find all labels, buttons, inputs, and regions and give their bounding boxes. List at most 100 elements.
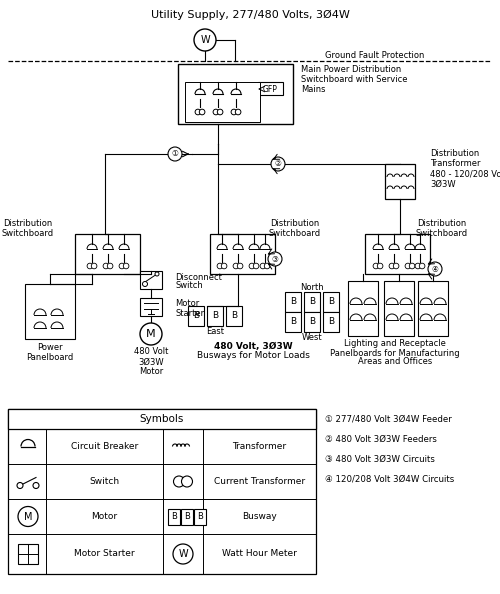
Bar	[304, 292, 320, 312]
Circle shape	[92, 263, 97, 269]
Circle shape	[87, 263, 92, 269]
Text: B: B	[231, 311, 237, 321]
Text: M: M	[24, 511, 32, 522]
Circle shape	[119, 263, 124, 269]
Circle shape	[271, 157, 285, 171]
Circle shape	[173, 544, 193, 564]
Text: Areas and Offices: Areas and Offices	[358, 358, 432, 366]
Circle shape	[124, 263, 129, 269]
Text: Busway: Busway	[242, 512, 277, 521]
Circle shape	[249, 263, 254, 269]
Circle shape	[194, 29, 216, 51]
Text: Switchboard: Switchboard	[2, 229, 54, 239]
Text: Busways for Motor Loads: Busways for Motor Loads	[196, 352, 310, 361]
Circle shape	[182, 476, 192, 487]
Text: North: North	[300, 283, 324, 292]
Text: B: B	[328, 298, 334, 307]
Text: Mains: Mains	[301, 86, 326, 94]
Text: Transformer: Transformer	[430, 160, 480, 169]
Circle shape	[217, 263, 222, 269]
Bar	[384, 281, 414, 336]
Circle shape	[233, 263, 238, 269]
Circle shape	[389, 263, 394, 269]
Text: East: East	[206, 327, 224, 336]
Text: Panelboards for Manufacturing: Panelboards for Manufacturing	[330, 349, 460, 358]
Circle shape	[33, 482, 39, 488]
Bar	[18, 544, 38, 564]
Circle shape	[410, 263, 415, 269]
Bar	[285, 312, 301, 332]
Text: Motor: Motor	[92, 512, 118, 521]
Circle shape	[236, 109, 241, 115]
Bar	[140, 271, 162, 289]
Bar	[210, 234, 275, 274]
Circle shape	[394, 263, 399, 269]
Bar	[226, 306, 242, 326]
Bar	[207, 306, 223, 326]
Circle shape	[200, 109, 205, 115]
Text: W: W	[200, 35, 210, 45]
Circle shape	[218, 109, 223, 115]
Circle shape	[168, 147, 182, 161]
Circle shape	[142, 282, 148, 286]
Text: West: West	[302, 333, 322, 343]
Bar	[168, 508, 180, 525]
Bar	[194, 508, 206, 525]
Bar	[188, 306, 204, 326]
Circle shape	[18, 507, 38, 526]
Bar	[304, 312, 320, 332]
Text: B: B	[328, 318, 334, 327]
Text: 480 Volt: 480 Volt	[134, 347, 168, 356]
Text: Current Transformer: Current Transformer	[214, 477, 305, 486]
Circle shape	[195, 109, 200, 115]
Text: W: W	[178, 549, 188, 559]
Bar	[418, 281, 448, 336]
Bar	[178, 64, 293, 124]
Bar	[285, 292, 301, 312]
Circle shape	[222, 263, 227, 269]
Text: Distribution: Distribution	[270, 220, 320, 229]
Text: Switchboard with Service: Switchboard with Service	[301, 75, 408, 84]
Text: Lighting and Receptacle: Lighting and Receptacle	[344, 340, 446, 349]
Circle shape	[405, 263, 410, 269]
Text: Transformer: Transformer	[232, 442, 286, 451]
Bar	[181, 508, 193, 525]
Bar	[140, 298, 162, 316]
Circle shape	[108, 263, 113, 269]
Circle shape	[238, 263, 243, 269]
Text: Power: Power	[37, 343, 63, 352]
Circle shape	[420, 263, 425, 269]
Bar	[25, 284, 75, 339]
Text: Circuit Breaker: Circuit Breaker	[71, 442, 138, 451]
Bar	[365, 234, 430, 274]
Bar	[385, 164, 415, 199]
Circle shape	[213, 109, 218, 115]
Text: B: B	[212, 311, 218, 321]
Text: Symbols: Symbols	[140, 414, 184, 424]
Circle shape	[373, 263, 378, 269]
Text: B: B	[184, 512, 190, 521]
Text: 3Ø3W: 3Ø3W	[430, 179, 456, 188]
Bar	[185, 82, 260, 122]
Text: Main Power Distribution: Main Power Distribution	[301, 65, 401, 74]
Text: Switch: Switch	[175, 282, 203, 290]
Circle shape	[174, 476, 184, 487]
Text: B: B	[290, 318, 296, 327]
Circle shape	[260, 263, 266, 269]
Circle shape	[103, 263, 108, 269]
Text: Distribution: Distribution	[418, 220, 467, 229]
Circle shape	[17, 482, 23, 488]
Text: ④ 120/208 Volt 3Ø4W Circuits: ④ 120/208 Volt 3Ø4W Circuits	[325, 475, 454, 484]
Text: ③: ③	[272, 254, 278, 264]
Bar	[8, 409, 316, 429]
Text: ②: ②	[274, 160, 281, 169]
Text: 480 Volt, 3Ø3W: 480 Volt, 3Ø3W	[214, 342, 292, 350]
Text: ① 277/480 Volt 3Ø4W Feeder: ① 277/480 Volt 3Ø4W Feeder	[325, 415, 452, 424]
Text: Disconnect: Disconnect	[175, 273, 222, 282]
Circle shape	[254, 263, 259, 269]
Text: 3Ø3W: 3Ø3W	[138, 358, 164, 366]
Circle shape	[415, 263, 420, 269]
Bar	[323, 312, 339, 332]
Bar	[348, 281, 378, 336]
Circle shape	[231, 109, 236, 115]
